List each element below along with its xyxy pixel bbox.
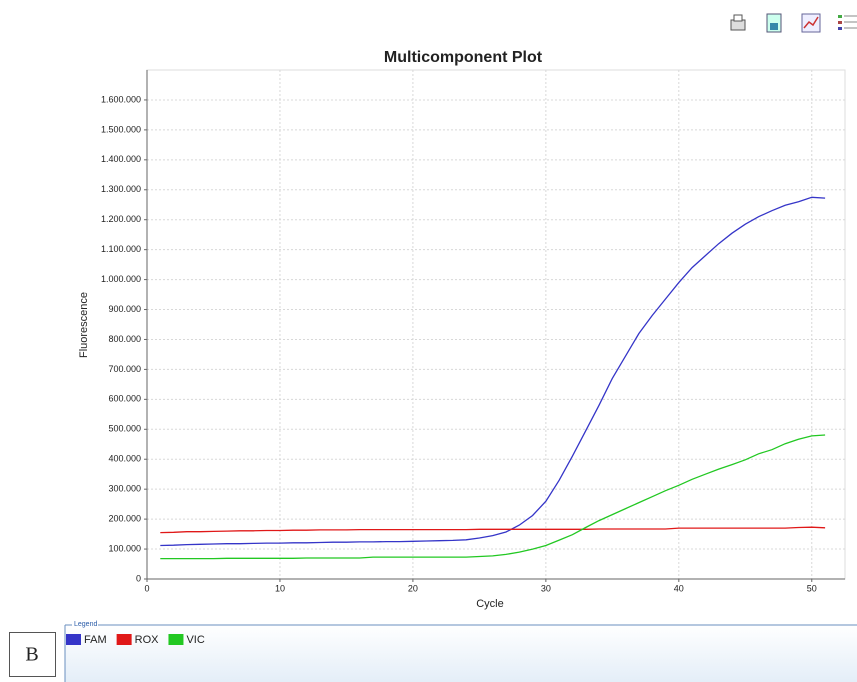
toolbar	[730, 13, 857, 33]
legend-swatch	[116, 634, 132, 645]
legend-label: FAM	[84, 634, 107, 646]
x-tick-label: 50	[807, 583, 817, 593]
grid: 0 100.000 200.000 300.000 400.000 500.000 600.…	[101, 69, 846, 593]
y-tick-label: 500.000	[108, 424, 141, 434]
legend: FAM ROX VIC	[66, 634, 205, 646]
y-axis-label: Fluorescence	[78, 292, 90, 358]
y-tick-label: 1.400.000	[101, 154, 141, 164]
plot-frame	[146, 69, 846, 580]
x-tick-label: 10	[275, 583, 285, 593]
x-tick-label: 40	[674, 583, 684, 593]
export-icon[interactable]	[766, 13, 782, 33]
series-line	[160, 196, 826, 547]
y-tick-label: 400.000	[108, 454, 141, 464]
y-tick-label: 600.000	[108, 394, 141, 404]
print-icon[interactable]	[730, 14, 746, 31]
y-tick-label: 800.000	[108, 334, 141, 344]
x-tick-label: 0	[144, 583, 149, 593]
y-tick-label: 1.000.000	[101, 274, 141, 284]
y-tick-label: 1.100.000	[101, 244, 141, 254]
series-line	[160, 434, 826, 560]
y-tick-label: 200.000	[108, 513, 141, 523]
y-tick-label: 1.200.000	[101, 214, 141, 224]
x-tick-label: 20	[408, 583, 418, 593]
y-tick-label: 100.000	[108, 543, 141, 553]
legend-label: VIC	[186, 634, 204, 646]
y-tick-label: 1.300.000	[101, 184, 141, 194]
legend-title: Legend	[74, 621, 97, 628]
plot-area	[160, 196, 826, 560]
legend-title-bg	[72, 619, 98, 629]
legend-swatch	[66, 634, 81, 645]
y-tick-label: 700.000	[108, 364, 141, 374]
x-tick-label: 30	[541, 583, 551, 593]
chart-title: Multicomponent Plot	[384, 49, 543, 66]
legend-swatch	[168, 634, 184, 645]
legend-icon[interactable]	[838, 15, 857, 30]
y-tick-label: 900.000	[108, 304, 141, 314]
y-tick-label: 300.000	[108, 484, 141, 494]
x-axis-label: Cycle	[476, 598, 504, 610]
panel-label-box	[9, 632, 56, 677]
chart-icon[interactable]	[801, 13, 821, 33]
y-tick-label: 1.500.000	[101, 124, 141, 134]
y-tick-label: 0	[136, 573, 141, 583]
series-line	[160, 526, 826, 534]
panel-label: B	[25, 644, 38, 666]
legend-panel	[65, 625, 857, 682]
legend-label: ROX	[135, 634, 160, 646]
y-tick-label: 1.600.000	[101, 94, 141, 104]
